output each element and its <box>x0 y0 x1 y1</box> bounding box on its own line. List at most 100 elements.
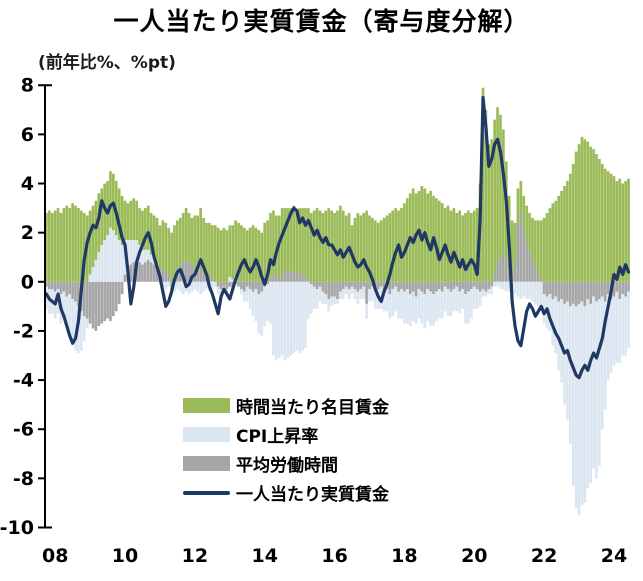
bar-segment-cpi <box>414 296 418 324</box>
bar-segment-hours <box>120 281 124 295</box>
bar-segment-cpi <box>403 291 406 324</box>
bar-segment-nominal_wage <box>481 87 485 282</box>
bar-segment-cpi <box>295 281 299 351</box>
bar-segment-hours <box>339 281 342 292</box>
bar-segment-cpi <box>443 286 447 312</box>
bar-segment-cpi <box>388 294 392 319</box>
bar-segment-nominal_wage <box>496 107 499 263</box>
bar-segment-cpi <box>62 291 66 319</box>
bar-segment-hours <box>411 281 415 292</box>
bar-segment-nominal_wage <box>141 210 144 250</box>
bar-segment-cpi <box>344 286 348 295</box>
bar-segment-hours <box>472 281 476 287</box>
bar-segment-cpi <box>624 296 627 356</box>
bar-segment-cpi <box>513 281 517 295</box>
bar-segment-cpi <box>68 294 72 334</box>
bar-segment-cpi <box>228 276 232 282</box>
bar-segment-hours <box>420 281 424 292</box>
bar-segment-cpi <box>298 281 301 354</box>
bar-segment-hours <box>187 262 191 282</box>
bar-segment-hours <box>464 281 467 295</box>
bar-segment-hours <box>112 281 115 317</box>
bar-segment-hours <box>123 274 127 282</box>
bar-segment-nominal_wage <box>595 154 598 282</box>
bar-segment-hours <box>566 281 569 302</box>
bar-segment-hours <box>440 281 444 292</box>
bar-segment-nominal_wage <box>245 230 249 282</box>
bar-segment-hours <box>309 281 313 285</box>
bar-segment-cpi <box>531 281 534 302</box>
bar-segment-cpi <box>580 301 584 506</box>
bar-segment-cpi <box>45 286 48 309</box>
bar-segment-hours <box>161 267 165 282</box>
bar-segment-cpi <box>336 299 339 304</box>
bar-segment-cpi <box>260 291 264 336</box>
bar-segment-nominal_wage <box>301 208 304 275</box>
bar-segment-hours <box>405 281 409 290</box>
legend-label: 一人当たり実質賃金 <box>236 485 389 505</box>
bar-segment-nominal_wage <box>146 205 150 250</box>
bar-segment-hours <box>365 281 368 304</box>
bar-segment-cpi <box>181 281 185 295</box>
bar-segment-cpi <box>94 259 98 282</box>
bar-segment-hours <box>426 281 430 290</box>
bar-segment-nominal_wage <box>321 213 325 282</box>
bar-segment-hours <box>289 271 293 282</box>
bar-segment-cpi <box>289 281 293 356</box>
bar-segment-hours <box>461 281 464 290</box>
bar-segment-cpi <box>341 289 345 299</box>
bar-segment-cpi <box>82 316 86 341</box>
bar-segment-hours <box>528 252 531 282</box>
bar-segment-hours <box>50 281 54 290</box>
bar-segment-hours <box>146 259 150 282</box>
bar-segment-hours <box>557 281 560 302</box>
y-tick-label: -6 <box>13 419 34 441</box>
bar-segment-nominal_wage <box>117 188 121 241</box>
legend-swatch-hours <box>183 456 230 471</box>
bar-segment-nominal_wage <box>77 208 80 282</box>
bar-segment-nominal_wage <box>353 217 357 282</box>
bar-segment-cpi <box>583 306 587 503</box>
bar-segment-nominal_wage <box>228 225 232 277</box>
bar-segment-hours <box>600 281 604 297</box>
bar-segment-hours <box>417 281 421 290</box>
bar-segment-nominal_wage <box>429 190 432 282</box>
bar-segment-hours <box>571 281 575 304</box>
bar-segment-cpi <box>205 281 208 290</box>
real-wage-line <box>44 95 631 380</box>
bar-segment-nominal_wage <box>295 210 299 275</box>
bar-segment-cpi <box>504 281 508 292</box>
bar-segment-nominal_wage <box>216 227 220 282</box>
bar-segment-hours <box>219 281 223 290</box>
bar-segment-nominal_wage <box>458 210 462 282</box>
y-tick-label: 8 <box>21 75 34 97</box>
bar-segment-cpi <box>568 306 572 444</box>
bar-segment-hours <box>53 281 57 292</box>
bar-segment-hours <box>295 274 299 282</box>
bar-segment-cpi <box>362 286 365 299</box>
bar-segment-hours <box>132 262 136 282</box>
bar-segment-cpi <box>373 291 377 309</box>
bar-segment-nominal_wage <box>155 217 159 265</box>
bar-segment-nominal_wage <box>368 215 371 282</box>
bar-segment-nominal_wage <box>420 185 424 282</box>
bar-segment-hours <box>563 281 566 304</box>
bar-segment-nominal_wage <box>161 220 165 268</box>
bar-segment-hours <box>307 279 310 282</box>
bar-segment-hours <box>117 281 121 304</box>
bar-segment-cpi <box>318 286 322 302</box>
bar-segment-cpi <box>382 291 386 312</box>
bar-segment-cpi <box>400 289 403 319</box>
bar-segment-hours <box>85 281 89 319</box>
y-tick-label: 6 <box>21 124 34 146</box>
bar-segment-hours <box>484 281 488 292</box>
bar-segment-cpi <box>269 281 272 324</box>
bar-segment-hours <box>152 264 156 282</box>
bar-segment-hours <box>493 271 496 282</box>
bar-segment-nominal_wage <box>341 210 345 282</box>
bar-segment-hours <box>298 271 301 282</box>
bar-segment-cpi <box>461 289 464 309</box>
bar-segment-nominal_wage <box>266 220 269 282</box>
bar-segment-hours <box>362 281 365 287</box>
bar-segment-cpi <box>371 286 374 302</box>
